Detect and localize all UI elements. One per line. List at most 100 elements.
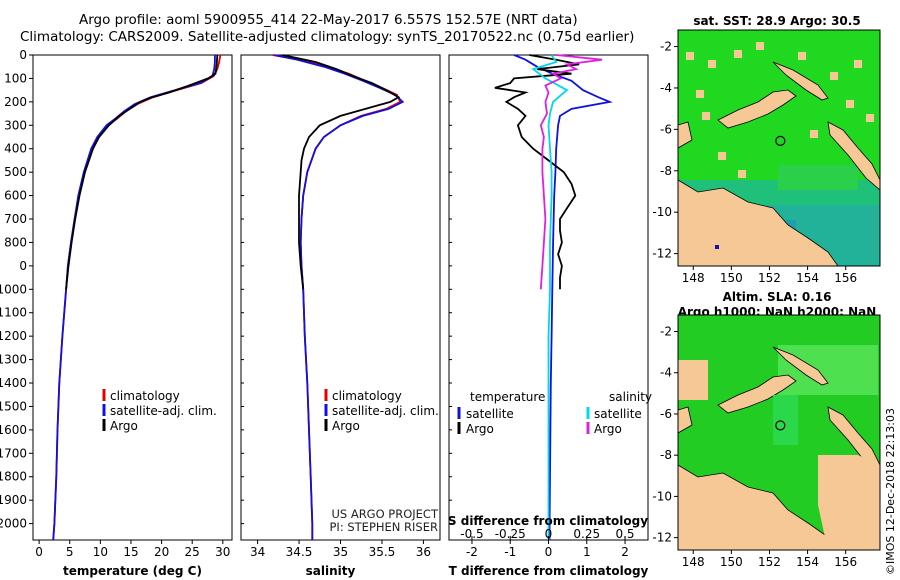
- temperature-ytick-label: 800: [4, 235, 27, 249]
- temperature-ytick-label: 2000: [0, 517, 27, 531]
- temperature-legend-label: satellite-adj. clim.: [110, 404, 217, 418]
- difference-xtick-label: 1: [583, 545, 591, 559]
- temperature-plot-frame: [32, 54, 233, 541]
- map-sst-land-speck: [718, 152, 726, 160]
- map-sst-map-frame: [677, 29, 881, 267]
- map-sla-land-new-ireland: [772, 346, 829, 386]
- temperature-series-satellite-adj-clim-: [52, 55, 216, 541]
- salinity-legend-label: satellite-adj. clim.: [332, 404, 439, 418]
- temperature-series-argo: [65, 54, 219, 290]
- map-sst-land-speck: [696, 90, 704, 98]
- map-sst-land-speck: [810, 130, 818, 138]
- difference-xtick-label: 0: [545, 545, 553, 559]
- map-sla-xtick-label: 152: [758, 555, 781, 569]
- temperature-ytick-label: 1800: [0, 470, 27, 484]
- difference-xtick-label: -1: [504, 545, 516, 559]
- map-sst-ytick-label: -12: [652, 247, 672, 261]
- title-line-1: Argo profile: aoml 5900955_414 22-May-20…: [79, 12, 578, 28]
- map-sst-xtick-label: 152: [758, 271, 781, 285]
- map-sla-map-frame: [677, 314, 881, 551]
- difference-xtick-label: -2: [466, 545, 478, 559]
- temperature-ytick-label: 1500: [0, 399, 27, 413]
- difference-series-temperature-satellite: [513, 54, 613, 540]
- temperature-ytick-label: 0: [19, 48, 27, 62]
- map-sst-xtick-label: 150: [720, 271, 743, 285]
- temperature-ytick-label: 400: [4, 142, 27, 156]
- map-sst-land-speck: [866, 114, 874, 122]
- diff-top-tick-label: 0.25: [573, 527, 600, 541]
- temperature-ytick-label: 1900: [0, 493, 27, 507]
- map-sst-land-new-britain: [717, 89, 797, 129]
- temperature-xlabel: temperature (deg C): [63, 564, 202, 578]
- map-sla-sla-patch: [773, 395, 798, 445]
- map-sst-land-speck: [702, 112, 710, 120]
- map-sst-ytick-label: -10: [652, 205, 672, 219]
- temperature-ytick-label: 1200: [0, 329, 27, 343]
- diff-top-label: S difference from climatology: [448, 514, 648, 528]
- temperature-ytick-label: 1100: [0, 306, 27, 320]
- temperature-xtick-label: 25: [185, 545, 200, 559]
- annotation-project: US ARGO PROJECT: [331, 507, 439, 521]
- diff-legend-temperature-label: satellite: [466, 407, 514, 421]
- map-sst-land-speck: [708, 60, 716, 68]
- temperature-ytick-label: 300: [4, 118, 27, 132]
- salinity-legend-label: climatology: [332, 389, 402, 403]
- temperature-ytick-label: 1400: [0, 376, 27, 390]
- map-sst-land-new-ireland: [772, 61, 829, 101]
- map-sst-land-speck: [798, 52, 806, 60]
- temperature-ytick-label: 1600: [0, 423, 27, 437]
- diff-top-tick-label: -0.5: [460, 527, 483, 541]
- salinity-xtick-label: 35.5: [369, 545, 396, 559]
- salinity-xtick-label: 35: [333, 545, 348, 559]
- map-sla-ytick-label: -6: [660, 407, 672, 421]
- map-sst-ytick-label: -2: [660, 40, 672, 54]
- map-sla-land-new-guinea: [678, 464, 838, 550]
- map-sla-no-data-block: [818, 455, 880, 550]
- map-sla-no-data-block: [678, 360, 708, 400]
- map-sla-land-bougainville: [827, 406, 880, 476]
- temperature-xtick-label: 15: [123, 545, 138, 559]
- map-sst-ytick-label: -4: [660, 81, 672, 95]
- map-sst-xtick-label: 154: [796, 271, 819, 285]
- salinity-plot-frame: [240, 54, 441, 541]
- temperature-ytick-label: 500: [4, 165, 27, 179]
- temperature-xtick-label: 10: [93, 545, 108, 559]
- map-sst-land-speck: [738, 170, 746, 178]
- map-sst-cold-spot: [715, 245, 719, 249]
- diff-legend-salinity-label: satellite: [594, 407, 642, 421]
- map-sst-land-speck: [854, 60, 862, 68]
- temperature-ytick-label: 100: [4, 71, 27, 85]
- map-sst-land-speck: [756, 42, 764, 50]
- temperature-ytick-label: 1700: [0, 446, 27, 460]
- salinity-xtick-label: 36: [416, 545, 431, 559]
- difference-xtick-label: 2: [621, 545, 629, 559]
- temperature-xtick-label: 5: [66, 545, 74, 559]
- map-sst-land-speck: [734, 50, 742, 58]
- map-sla-land-new-britain: [717, 374, 797, 414]
- map-sst-land-new-guinea: [678, 179, 839, 266]
- map-sst-float-marker: [775, 135, 786, 146]
- map-sla-xtick-label: 150: [720, 555, 743, 569]
- map-sst-land-west: [678, 121, 693, 149]
- map-sla-sla-patch: [778, 345, 878, 395]
- map-sst-warm-patch: [778, 165, 858, 190]
- temperature-ytick-label: 200: [4, 95, 27, 109]
- temperature-xtick-label: 0: [35, 545, 43, 559]
- difference-series-salinity-argo: [539, 54, 603, 290]
- map-sst-land-bougainville: [827, 121, 880, 191]
- map-sst-ytick-label: -6: [660, 122, 672, 136]
- map-sst-ytick-label: -8: [660, 164, 672, 178]
- map-sst-title: sat. SST: 28.9 Argo: 30.5: [693, 14, 860, 28]
- map-sla-ytick-label: -2: [660, 324, 672, 338]
- map-sst-land-speck: [686, 52, 694, 60]
- map-sla-title: Altim. SLA: 0.16: [723, 290, 832, 304]
- difference-xlabel: T difference from climatology: [449, 564, 649, 578]
- temperature-ytick-label: 700: [4, 212, 27, 226]
- map-sst-map-field: [678, 30, 880, 266]
- temperature-xtick-label: 20: [154, 545, 169, 559]
- salinity-xtick-label: 34: [250, 545, 265, 559]
- diff-legend-salinity-title: salinity: [609, 390, 652, 404]
- map-sla-ytick-label: -8: [660, 448, 672, 462]
- annotation-pi: PI: STEPHEN RISER: [330, 520, 439, 534]
